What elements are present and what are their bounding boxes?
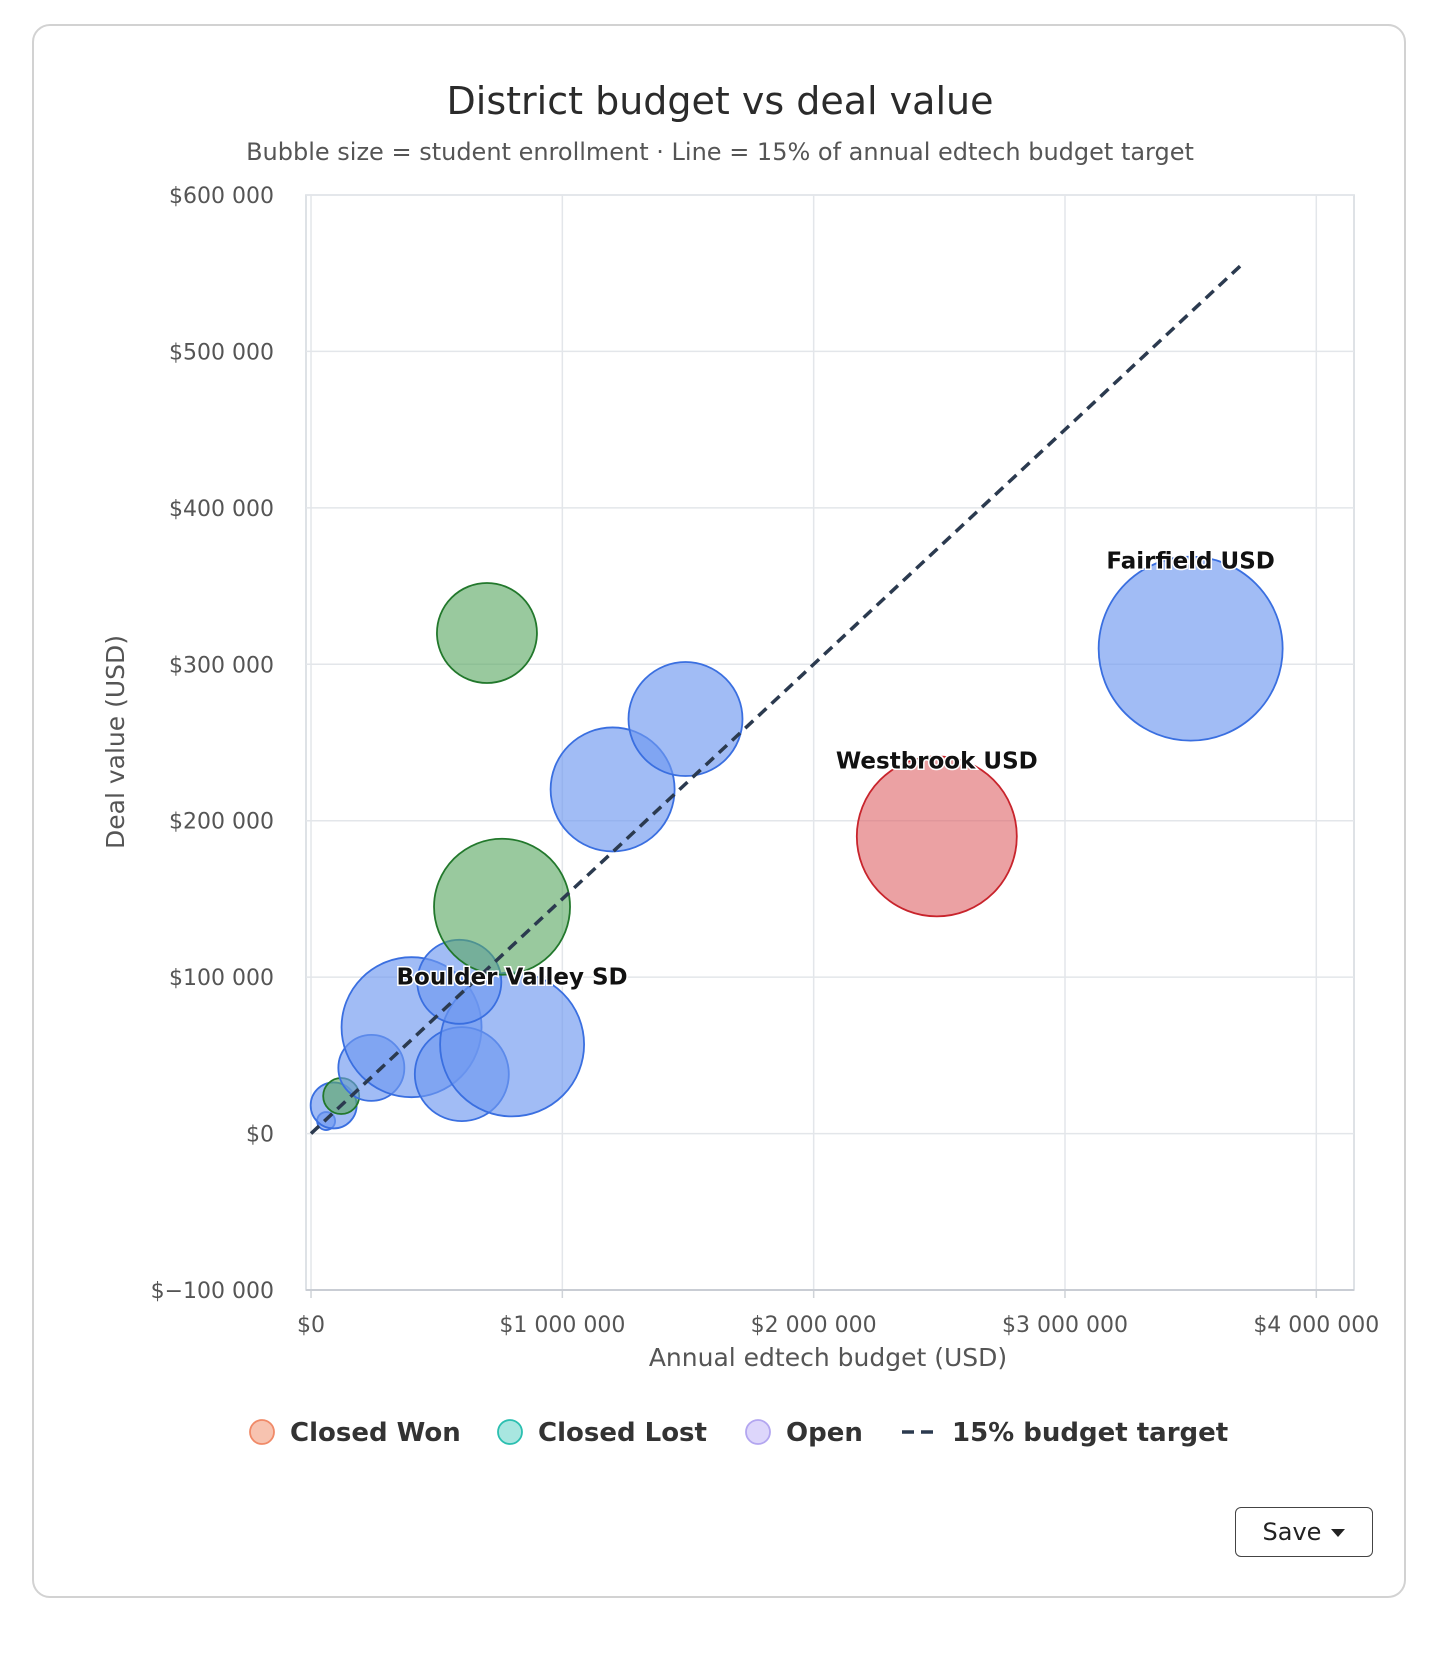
chart-title: District budget vs deal value [447, 79, 994, 123]
y-tick-label: $500 000 [169, 340, 274, 365]
axes: $0 $1 000 000 $2 000 000 $3 000 000 $4 000 0… [151, 184, 1380, 1338]
target-line-layer [309, 264, 1243, 1135]
bubble-labels: Boulder Valley SD Westbrook USD Fairfield … [395, 547, 1276, 992]
legend-marker [249, 1419, 275, 1445]
bubble-label: Boulder Valley SD [397, 964, 628, 990]
target-line [309, 264, 1243, 1135]
x-tick-label: $3 000 000 [1002, 1313, 1128, 1338]
bubble-point [436, 582, 538, 684]
chart-subtitle: Bubble size = student enrollment · Line … [246, 138, 1194, 166]
bubble-label: Fairfield USD [1106, 549, 1274, 575]
y-tick-label: $400 000 [169, 497, 274, 522]
bubbles [309, 555, 1284, 1131]
x-tick-label: $4 000 000 [1253, 1313, 1379, 1338]
chevron-down-icon [1331, 1529, 1346, 1537]
bubble-label: Westbrook USD [836, 748, 1038, 774]
legend-marker [745, 1419, 771, 1445]
y-tick-label: $300 000 [169, 653, 274, 678]
bubble-point [855, 755, 1018, 918]
legend-label: 15% budget target [952, 1418, 1228, 1448]
y-tick-label: $100 000 [169, 966, 274, 991]
legend-label: Closed Lost [538, 1418, 707, 1448]
x-tick-label: $1 000 000 [499, 1313, 625, 1338]
y-tick-label: $600 000 [169, 184, 274, 209]
x-axis-title: Annual edtech budget (USD) [649, 1343, 1007, 1372]
legend: Closed Won Closed Lost Open 15% budget targ… [249, 1418, 1228, 1448]
save-button[interactable]: Save [1235, 1507, 1373, 1557]
grid [305, 194, 1355, 1291]
bubble-point [627, 661, 744, 777]
y-axis-title: Deal value (USD) [101, 635, 130, 849]
legend-marker [497, 1419, 523, 1445]
legend-label: Open [786, 1418, 863, 1448]
x-tick-label: $2 000 000 [751, 1313, 877, 1338]
plot-area [305, 194, 1355, 1291]
save-button-label: Save [1262, 1518, 1322, 1546]
x-tick-label: $0 [297, 1313, 325, 1338]
y-tick-label: $−100 000 [151, 1279, 274, 1304]
y-tick-label: $200 000 [169, 810, 274, 835]
bubble-point [1097, 555, 1284, 742]
y-tick-label: $0 [246, 1123, 274, 1148]
legend-label: Closed Won [290, 1418, 461, 1448]
bubble-point [433, 837, 571, 976]
